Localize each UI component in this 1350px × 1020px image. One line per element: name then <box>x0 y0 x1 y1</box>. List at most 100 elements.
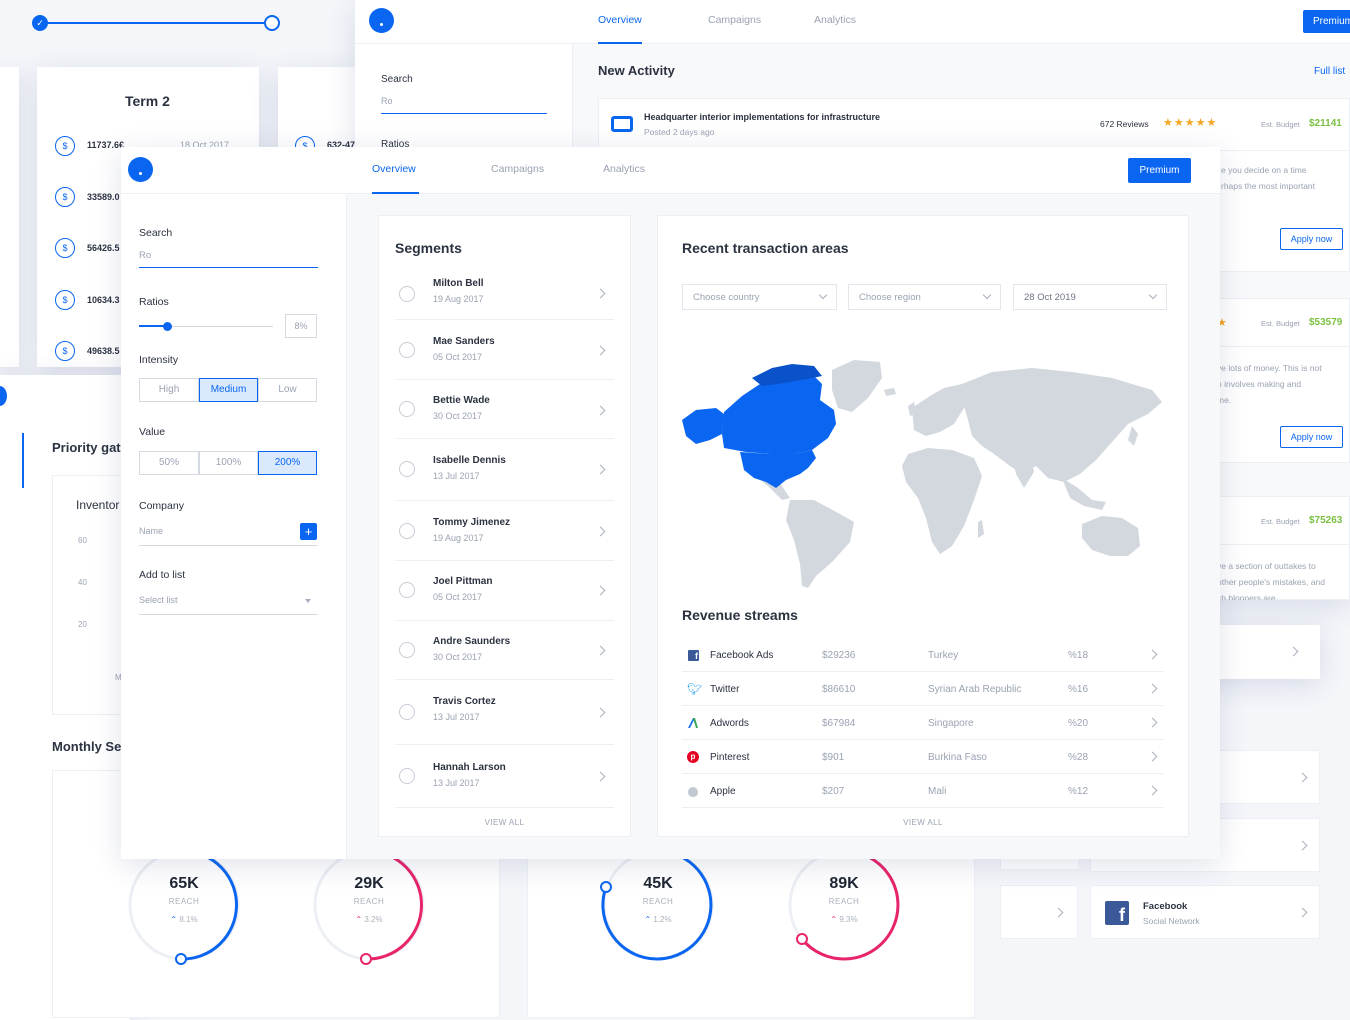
amount: 33589.0 <box>87 192 120 202</box>
list-item[interactable]: Isabelle Dennis 13 Jul 2017 <box>395 439 614 501</box>
segment-name: Isabelle Dennis <box>433 455 506 466</box>
budget-value: $53579 <box>1309 317 1343 328</box>
chevron-right-icon <box>1297 840 1308 851</box>
filter-sidebar: Search Ro Ratios 8% Intensity High Mediu… <box>121 194 347 859</box>
chevron-right-icon <box>1147 649 1158 660</box>
monthly-title: Monthly Se <box>52 739 122 754</box>
premium-button[interactable]: Premium <box>1303 10 1350 33</box>
segment-date: 05 Oct 2017 <box>433 352 483 362</box>
table-row[interactable]: Adwords $67984 Singapore %20 <box>682 706 1164 740</box>
premium-button[interactable]: Premium <box>1128 158 1191 183</box>
list-item[interactable]: Andre Saunders 30 Oct 2017 <box>395 621 614 680</box>
revenue-view-all[interactable]: VIEW ALL <box>903 818 943 827</box>
search-input[interactable]: Ro <box>381 96 547 114</box>
south-america-shape <box>786 500 854 588</box>
company-input[interactable]: Name <box>139 526 318 546</box>
date: 18 Oct 2017 <box>180 140 230 150</box>
tab-analytics[interactable]: Analytics <box>603 163 646 175</box>
chevron-right-icon <box>595 345 606 356</box>
table-row[interactable]: 🐦︎ Twitter $86610 Syrian Arab Republic %… <box>682 672 1164 706</box>
list-item[interactable]: Hannah Larson 13 Jul 2017 <box>395 745 614 808</box>
front-window: Overview Campaigns Analytics Premium Sea… <box>121 147 1220 859</box>
segment-radio[interactable] <box>399 768 415 784</box>
segments-view-all[interactable]: VIEW ALL <box>484 818 525 827</box>
apply-now-button[interactable]: Apply now <box>1280 426 1343 448</box>
date-select[interactable]: 28 Oct 2019 <box>1013 284 1167 310</box>
budget-value: $75263 <box>1309 515 1343 526</box>
list-item[interactable]: Joel Pittman 05 Oct 2017 <box>395 561 614 621</box>
snippet: ve a section of outtakes to <box>1217 561 1316 571</box>
segment-radio[interactable] <box>399 401 415 417</box>
ratio-slider-track[interactable] <box>139 326 273 327</box>
tab-overview[interactable]: Overview <box>598 14 642 26</box>
segment-radio[interactable] <box>399 342 415 358</box>
greenland-shape <box>832 360 882 412</box>
uk-shape <box>908 402 916 416</box>
reach-value: 89K <box>829 875 859 892</box>
value-50[interactable]: 50% <box>139 451 199 475</box>
chevron-right-icon <box>595 288 606 299</box>
facebook-card[interactable]: f Facebook Social Network <box>1090 885 1320 939</box>
tab-overview[interactable]: Overview <box>372 163 416 175</box>
list-item[interactable]: Bettie Wade 30 Oct 2017 <box>395 380 614 439</box>
segment-radio[interactable] <box>399 523 415 539</box>
segment-radio[interactable] <box>399 704 415 720</box>
tab-campaigns[interactable]: Campaigns <box>708 14 762 26</box>
search-input[interactable]: Ro <box>139 250 318 268</box>
card-divider <box>1215 346 1350 347</box>
region-select[interactable]: Choose region <box>848 284 1001 310</box>
list-item[interactable]: Mae Sanders 05 Oct 2017 <box>395 320 614 380</box>
revenue-country: Burkina Faso <box>928 752 987 763</box>
ratio-value-box[interactable]: 8% <box>285 314 317 338</box>
tab-campaigns[interactable]: Campaigns <box>491 163 545 175</box>
add-company-button[interactable]: + <box>300 523 317 540</box>
canada-shape <box>722 372 836 454</box>
tab-analytics[interactable]: Analytics <box>814 14 857 26</box>
budget-label: Est. Budget <box>1261 120 1300 129</box>
select-list-dropdown[interactable]: Select list <box>139 595 318 615</box>
segment-radio[interactable] <box>399 461 415 477</box>
revenue-country: Singapore <box>928 718 974 729</box>
revenue-source: Apple <box>710 786 736 797</box>
value-100[interactable]: 100% <box>199 451 258 475</box>
list-item[interactable]: Milton Bell 19 Aug 2017 <box>395 268 614 320</box>
segment-date: 13 Jul 2017 <box>433 471 480 481</box>
snippet: rhaps the most important <box>1221 181 1316 191</box>
activity-posted: Posted 2 days ago <box>644 127 715 137</box>
list-item[interactable]: Tommy Jimenez 19 Aug 2017 <box>395 501 614 561</box>
table-row[interactable]: f Facebook Ads $29236 Turkey %18 <box>682 638 1164 672</box>
world-map <box>682 360 1162 588</box>
activity-item-title: Headquarter interior implementations for… <box>644 112 881 122</box>
intensity-medium[interactable]: Medium <box>199 378 258 402</box>
chevron-down-icon <box>818 290 828 300</box>
country-select[interactable]: Choose country <box>682 284 837 310</box>
stepper-step-node[interactable] <box>264 15 280 31</box>
list-item[interactable]: Travis Cortez 13 Jul 2017 <box>395 680 614 745</box>
revenue-percent: %20 <box>1068 718 1089 729</box>
reach-value: 29K <box>354 875 384 892</box>
segment-radio[interactable] <box>399 642 415 658</box>
side-card[interactable] <box>1000 885 1078 939</box>
inventory-card <box>52 475 130 715</box>
adwords-icon <box>688 718 698 728</box>
segment-date: 19 Aug 2017 <box>433 533 484 543</box>
app-logo-icon[interactable] <box>128 157 153 182</box>
reach-percent: ⌃ 8.1% <box>170 915 198 924</box>
apply-now-button[interactable]: Apply now <box>1280 228 1343 250</box>
chevron-down-icon <box>1148 290 1158 300</box>
intensity-low[interactable]: Low <box>258 378 317 402</box>
app-logo-icon[interactable] <box>369 8 394 33</box>
segment-radio[interactable] <box>399 582 415 598</box>
full-list-link[interactable]: Full list <box>1314 66 1346 77</box>
value-200[interactable]: 200% <box>258 451 317 475</box>
chevron-down-icon <box>982 290 992 300</box>
segment-radio[interactable] <box>399 286 415 302</box>
intensity-high[interactable]: High <box>139 378 199 402</box>
usa-shape <box>740 450 816 488</box>
ratio-slider-handle[interactable] <box>163 322 172 331</box>
table-row[interactable]: Apple $207 Mali %12 <box>682 774 1164 808</box>
revenue-title: Revenue streams <box>682 607 798 623</box>
table-row[interactable]: p Pinterest $901 Burkina Faso %28 <box>682 740 1164 774</box>
revenue-source: Pinterest <box>710 752 750 763</box>
stepper-check-icon[interactable]: ✓ <box>32 15 48 31</box>
